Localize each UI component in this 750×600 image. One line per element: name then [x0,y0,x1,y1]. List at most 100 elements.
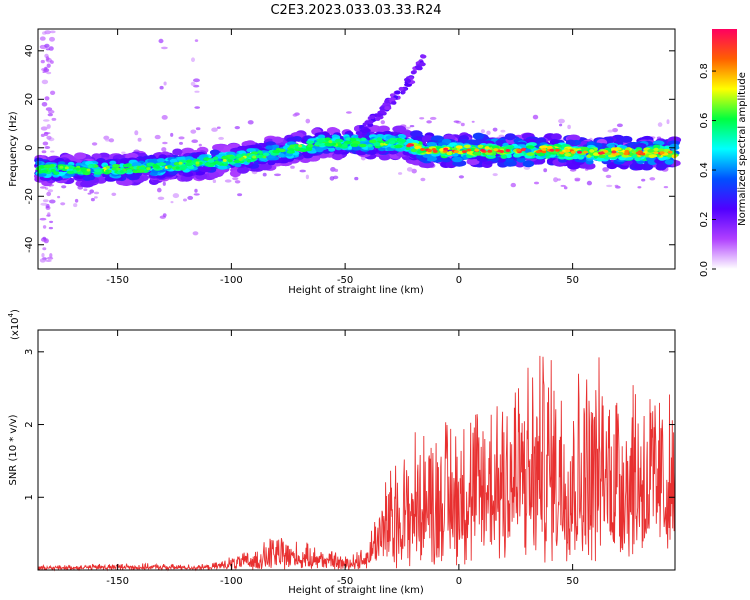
spectrogram-cell [257,150,263,154]
spectrogram-branch [405,78,412,83]
spectrogram-cell [298,147,305,152]
spectrogram-cell [500,154,508,159]
snr-y-axis-label: SNR (10 * v/v) [8,414,19,485]
spectrogram-cell [179,165,188,169]
chart-title: C2E3.2023.033.03.33.R24 [270,3,441,18]
spectrogram-cell [182,171,194,177]
spectrogram-speckle [192,231,199,236]
spectrogram-y-tick: 0 [24,145,675,151]
svg-text:0.2: 0.2 [699,212,710,228]
spectrogram-speckle [305,118,311,124]
spectrogram-speckle [39,258,46,263]
spectrogram-speckle [47,113,53,117]
spectrogram-speckle [191,139,198,143]
spectrogram-cell [265,145,274,150]
spectrogram-speckle [404,126,411,129]
spectrogram-cell [522,160,535,168]
spectrogram-speckle [137,137,142,142]
spectrogram-cell [66,170,75,175]
spectrogram-peak [64,166,69,170]
spectrogram-speckle [108,138,115,143]
spectrogram-speckle [157,187,162,193]
spectrogram-speckle [49,253,53,258]
spectrogram-y-tick: -20 [24,188,675,204]
spectrogram-speckle [657,122,663,127]
spectrogram-cell [80,180,94,188]
spectrogram-cell [147,158,155,164]
spectrogram-speckle [41,79,49,85]
spectrogram-speckle [46,71,52,75]
spectrogram-cell [389,140,396,145]
spectrogram-cell [671,154,678,159]
spectrogram-speckle [560,184,566,187]
spectrogram-cell [50,168,56,173]
spectrogram-peak [252,155,257,159]
spectrogram-cell [351,146,362,151]
spectrogram-cell [377,125,390,133]
spectrogram-speckle [51,117,57,121]
spectrogram-cell [332,153,343,161]
spectrogram-speckle [334,168,339,172]
spectrogram-speckle [492,173,498,177]
spectrogram-speckle [42,199,49,203]
spectrogram-speckle [305,174,309,180]
svg-text:-100: -100 [220,576,243,587]
spectrogram-speckle [39,186,47,189]
spectrogram-speckle [45,56,50,61]
spectrogram-cell [634,163,646,171]
spectrogram-peak [535,150,541,154]
spectrogram-speckle [406,167,413,172]
spectrogram-cell [537,152,546,157]
spectrogram-cell [234,162,242,168]
svg-text:0.4: 0.4 [699,162,710,178]
spectrogram-cell [389,137,395,142]
spectrogram-peak [603,149,609,153]
snr-scale-prefix: (x10 [10,317,21,340]
spectrogram-cell [463,144,471,149]
spectrogram-cell [451,156,463,163]
spectrogram-branch [408,76,414,81]
spectrogram-cell [405,146,411,151]
spectrogram-branch [394,90,401,95]
spectrogram-cell [136,169,145,173]
spectrogram-speckle [190,81,196,86]
colorbar-tick: 0.8 [699,63,716,79]
spectrogram-cell [658,148,665,152]
spectrogram-speckle [641,178,646,182]
spectrogram-cell [229,156,236,160]
spectrogram-cell [212,156,219,161]
spectrogram-y-tick: 20 [24,93,675,106]
spectrogram-speckle [211,127,218,132]
spectrogram-peak [332,142,336,146]
spectrogram-peak [432,149,438,153]
spectrogram-peak [443,147,449,151]
spectrogram-speckle [380,120,385,125]
spectrogram-cell [156,158,166,163]
spectrogram-branch [376,112,382,117]
spectrogram-peak [583,150,588,154]
spectrogram-peak [653,151,659,155]
spectrogram-peak [570,150,576,154]
spectrogram-cell [526,152,535,156]
spectrogram-peak [474,148,480,152]
spectrogram-branch [420,54,427,59]
spectrogram-speckle [563,186,568,190]
spectrogram-speckle [602,167,609,172]
spectrogram-speckle [605,174,612,179]
spectrogram-speckle [193,78,200,83]
spectrogram-cell [558,153,566,157]
spectrogram-speckle [89,189,95,194]
spectrogram-speckle [46,63,51,68]
spectrogram-branch [379,106,386,111]
svg-text:0.8: 0.8 [699,63,710,79]
spectrogram-cell [314,141,320,146]
spectrogram-peak [623,152,629,156]
spectrogram-speckle [234,180,241,184]
spectrogram-speckle [46,135,52,140]
spectrogram-speckle [60,202,66,206]
spectrogram-branch [418,62,426,67]
snr-x-tick: -150 [106,330,129,587]
spectrogram-speckle [553,177,559,183]
spectrogram-speckle [83,188,88,191]
spectrogram-speckle [354,176,359,181]
